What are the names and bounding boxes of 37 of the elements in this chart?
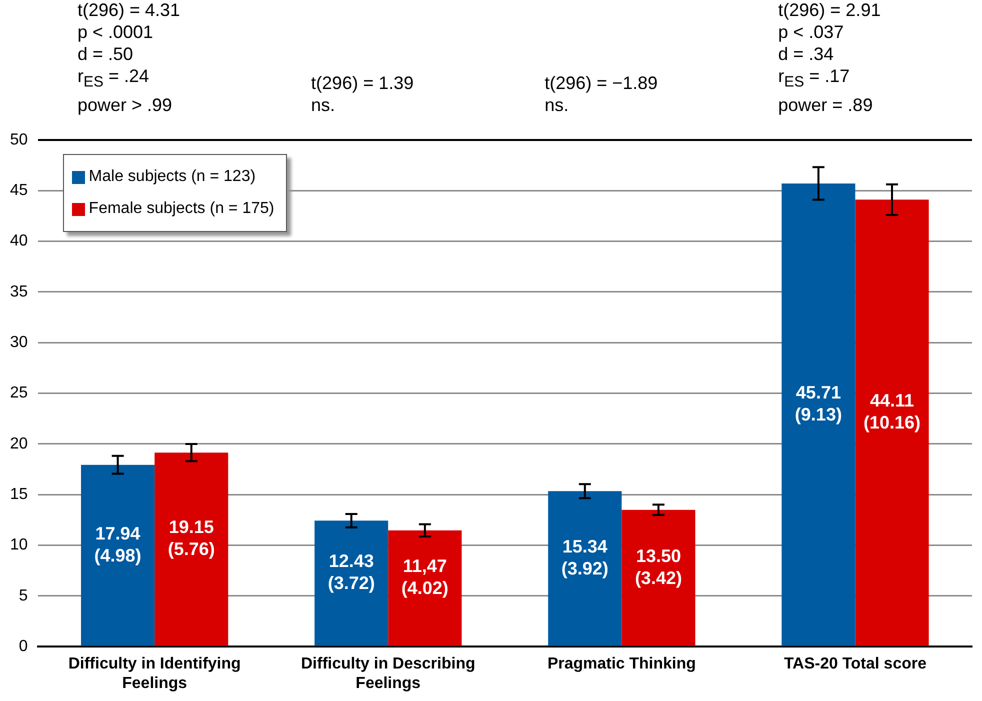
data-label: 15.34 (3.92) — [561, 536, 608, 578]
x-tick-label: Difficulty in Describing Feelings — [301, 656, 476, 692]
text: t(296) = 2.91 p < .037 d = .34 r$_{ES}$ = .17 power = .89 — [778, 0, 881, 116]
bar — [314, 520, 388, 646]
y-tick-label: 35 — [10, 283, 28, 300]
bar — [81, 464, 155, 646]
y-tick-label: 5 — [18, 587, 28, 604]
data-label: 19.15 (5.76) — [168, 517, 215, 560]
x-tick-label: TAS-20 Total score — [784, 656, 927, 673]
bar — [388, 530, 462, 646]
bar — [855, 200, 929, 646]
x-tick-label: Difficulty in Identifying Feelings — [68, 656, 241, 692]
y-tick-label: 50 — [10, 131, 28, 148]
legend-label: Male subjects (n = 123) — [88, 167, 256, 187]
y-tick-label: 30 — [10, 334, 28, 352]
bar — [622, 510, 696, 646]
y-tick-label: 0 — [18, 638, 28, 656]
y-tick-label: 45 — [10, 182, 28, 200]
data-label: 45.71 (9.13) — [794, 382, 842, 425]
data-label: 17.94 (4.98) — [94, 523, 142, 566]
text: t(296) = 4.31 p < .0001 d = .50 r$_{ES}$ = .24 power > .99 — [78, 0, 180, 116]
bar — [154, 452, 228, 646]
bar — [782, 183, 856, 646]
data-label: 44.11 (10.16) — [863, 390, 921, 433]
y-tick-label: 25 — [10, 384, 28, 402]
x-tick-label: Pragmatic Thinking — [547, 656, 696, 673]
data-label: 12.43 (3.72) — [328, 551, 375, 594]
legend-label: Female subjects (n = 175) — [88, 199, 274, 219]
y-tick-label: 40 — [10, 232, 28, 250]
text: t(296) = 1.39 ns. — [311, 72, 414, 116]
y-tick-label: 10 — [10, 536, 28, 554]
text: t(296) = −1.89 ns. — [544, 72, 658, 116]
data-label: 13.50 (3.42) — [634, 546, 682, 588]
data-label: 11,47 (4.02) — [401, 556, 448, 598]
bar — [548, 491, 622, 646]
y-tick-label: 20 — [10, 435, 28, 452]
y-tick-label: 15 — [10, 486, 28, 504]
